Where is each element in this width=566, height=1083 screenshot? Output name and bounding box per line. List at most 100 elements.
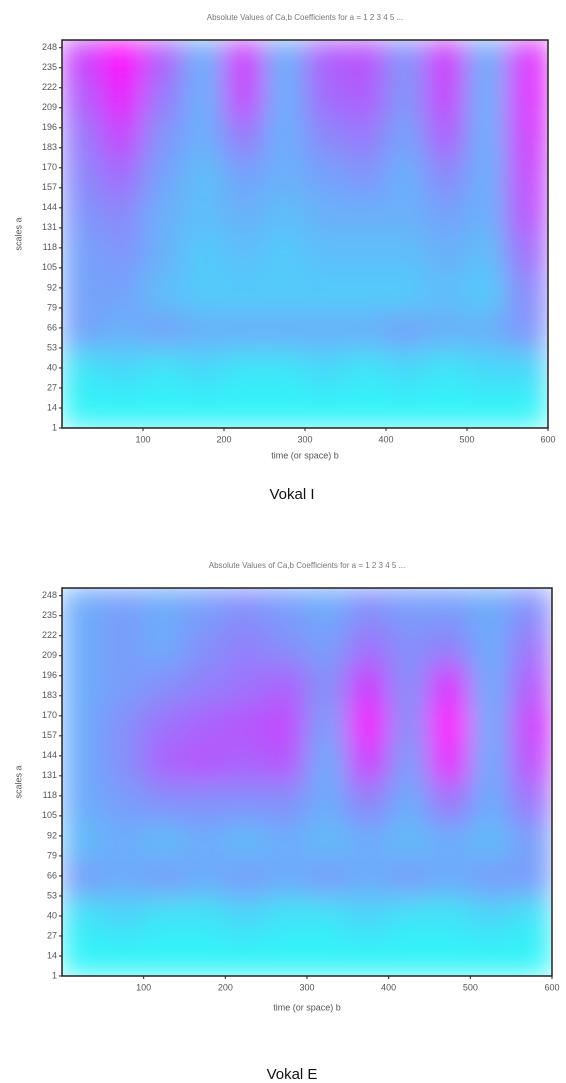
heatmap-cell — [304, 233, 346, 274]
heatmap-cell — [385, 194, 427, 235]
x-tick-label: 300 — [299, 982, 314, 992]
heatmap-cell — [102, 117, 144, 157]
heatmap-cell — [426, 349, 468, 390]
heatmap-cell — [345, 40, 387, 80]
y-tick-label: 40 — [47, 362, 57, 372]
heatmap-cell — [223, 155, 265, 196]
heatmap-cell — [183, 117, 225, 157]
heatmap-cell — [143, 781, 185, 822]
heatmap-cell — [345, 78, 387, 119]
heatmap-cell — [62, 859, 104, 899]
heatmap-cell — [265, 742, 308, 783]
heatmap-cell — [224, 859, 267, 899]
heatmap-cell — [429, 742, 471, 783]
heatmap-cell — [224, 703, 267, 744]
heatmap-cell — [102, 936, 145, 976]
heatmap-cell — [426, 155, 468, 196]
heatmap-cells — [62, 40, 548, 428]
heatmap-cell — [184, 820, 226, 861]
heatmap-cell — [510, 936, 552, 976]
heatmap-cell — [385, 311, 427, 351]
heatmap-cell — [102, 233, 144, 274]
heatmap-cell — [143, 588, 185, 628]
heatmap-cell — [385, 155, 427, 196]
heatmap-cell — [62, 194, 103, 235]
heatmap-cell — [507, 349, 548, 390]
heatmap-cell — [143, 859, 185, 899]
heatmap-cell — [507, 117, 548, 157]
y-tick-label: 1 — [52, 970, 57, 980]
x-axis-label: time (or space) b — [271, 450, 339, 460]
heatmap-cell — [142, 40, 184, 80]
heatmap-cell — [385, 388, 427, 428]
heatmap-cell — [143, 626, 185, 667]
heatmap-cell — [429, 665, 471, 705]
heatmap-cell — [223, 117, 265, 157]
heatmap-cell — [510, 588, 552, 628]
heatmap-cell — [466, 40, 508, 80]
heatmap-cell — [223, 388, 265, 428]
heatmap-cell — [306, 820, 349, 861]
heatmap-cell — [62, 665, 104, 705]
heatmap-cell — [62, 703, 104, 744]
x-tick-label: 500 — [459, 434, 474, 444]
heatmap-cell — [62, 40, 103, 80]
heatmap-cell — [385, 78, 427, 119]
y-tick-label: 92 — [47, 282, 57, 292]
heatmap-cell — [469, 626, 512, 667]
heatmap-cell — [183, 349, 225, 390]
y-tick-label: 170 — [42, 710, 57, 720]
heatmap-cell — [102, 626, 145, 667]
heatmap-cell — [466, 349, 508, 390]
heatmap-cell — [142, 78, 184, 119]
heatmap-cell — [264, 194, 306, 235]
heatmap-cell — [510, 742, 552, 783]
heatmap-cell — [102, 897, 145, 938]
caption: Vokal E — [267, 1066, 318, 1083]
heatmap-cell — [388, 820, 430, 861]
heatmap-cell — [304, 272, 346, 313]
heatmap-cell — [507, 233, 548, 274]
heatmap-cell — [306, 703, 349, 744]
heatmap-cell — [62, 233, 103, 274]
y-tick-label: 105 — [42, 262, 57, 272]
heatmap-cell — [62, 820, 104, 861]
heatmap-cell — [426, 233, 468, 274]
heatmap-cell — [142, 311, 184, 351]
heatmap-cell — [142, 155, 184, 196]
heatmap-cell — [426, 388, 468, 428]
heatmap-cell — [426, 117, 468, 157]
heatmap-cell — [223, 349, 265, 390]
heatmap-cell — [102, 859, 145, 899]
heatmap-cell — [347, 820, 390, 861]
y-tick-label: 196 — [42, 122, 57, 132]
heatmap-cell — [264, 233, 306, 274]
heatmap-cell — [469, 936, 512, 976]
heatmap-cell — [469, 742, 512, 783]
heatmap-cell — [345, 388, 387, 428]
heatmap-cell — [142, 388, 184, 428]
heatmap-cell — [62, 936, 104, 976]
heatmap-cell — [223, 194, 265, 235]
heatmap-cell — [304, 349, 346, 390]
heatmap-cell — [183, 311, 225, 351]
heatmap-cell — [62, 117, 103, 157]
heatmap-cell — [224, 588, 267, 628]
x-tick-label: 400 — [381, 982, 396, 992]
y-tick-label: 118 — [43, 242, 57, 252]
heatmap-cell — [429, 897, 471, 938]
heatmap-cell — [347, 859, 390, 899]
y-tick-label: 14 — [47, 950, 57, 960]
heatmap-cell — [184, 897, 226, 938]
heatmap-cell — [62, 742, 104, 783]
heatmap-cell — [304, 40, 346, 80]
heatmap-cell — [62, 155, 103, 196]
heatmap-cell — [345, 155, 387, 196]
heatmap-cell — [304, 194, 346, 235]
heatmap-cell — [62, 311, 103, 351]
heatmap-cell — [469, 665, 512, 705]
heatmap-cell — [426, 40, 468, 80]
heatmap-cell — [469, 588, 512, 628]
heatmap-cell — [347, 703, 390, 744]
